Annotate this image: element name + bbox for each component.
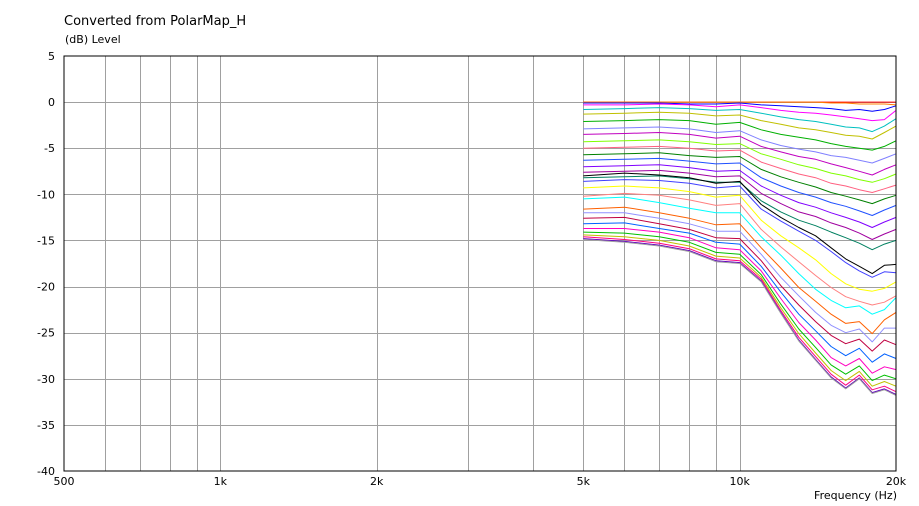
series-line-26 xyxy=(583,231,897,382)
series-line-22 xyxy=(583,212,896,343)
y-tick-label: -5 xyxy=(44,142,55,155)
y-tick-label: -20 xyxy=(37,281,55,294)
series-line-24 xyxy=(583,222,897,363)
series-line-28 xyxy=(583,236,897,393)
series-line-27 xyxy=(583,234,897,387)
series-layer xyxy=(583,101,897,396)
series-line-11 xyxy=(583,152,897,205)
series-line-3 xyxy=(583,103,897,122)
y-tick-label: -25 xyxy=(37,327,55,340)
series-line-21 xyxy=(583,206,897,335)
y-tick-labels: 5 0 -5 -10 -15 -20 -25 -30 -35 -40 xyxy=(37,50,55,478)
y-tick-label: 0 xyxy=(48,96,55,109)
y-axis-label: (dB) Level xyxy=(65,33,121,46)
series-line-29 xyxy=(583,238,897,395)
x-tick-label: 2k xyxy=(370,475,384,488)
chart-title: Converted from PolarMap_H xyxy=(64,14,246,29)
x-tick-label: 20k xyxy=(886,475,907,488)
x-tick-label: 500 xyxy=(54,475,75,488)
y-tick-label: 5 xyxy=(48,50,55,63)
plot-frame xyxy=(63,55,897,472)
series-line-5 xyxy=(583,111,897,140)
series-line-7 xyxy=(583,126,897,164)
y-tick-label: -15 xyxy=(37,234,55,247)
grid xyxy=(64,56,896,471)
x-tick-label: 1k xyxy=(214,475,228,488)
series-line-4 xyxy=(583,107,897,133)
series-line-20 xyxy=(583,196,897,315)
y-tick-label: -30 xyxy=(37,373,55,386)
series-line-30 xyxy=(583,239,897,396)
series-line-6 xyxy=(583,119,897,151)
x-tick-label: 10k xyxy=(729,475,750,488)
y-tick-label: -40 xyxy=(37,465,55,478)
series-line-10 xyxy=(583,145,897,193)
y-tick-label: -10 xyxy=(37,188,55,201)
series-line-9 xyxy=(583,139,897,183)
x-axis-label: Frequency (Hz) xyxy=(814,489,897,502)
y-tick-label: -35 xyxy=(37,419,55,432)
series-line-2 xyxy=(583,102,897,112)
x-tick-label: 5k xyxy=(577,475,591,488)
series-line-8 xyxy=(583,132,897,176)
series-line-16 xyxy=(583,172,897,275)
series-line-18 xyxy=(583,185,897,292)
series-line-13 xyxy=(583,164,897,228)
x-tick-labels: 500 1k 2k 5k 10k 20k xyxy=(54,475,907,488)
series-line-14 xyxy=(583,169,897,240)
series-line-17 xyxy=(583,179,897,278)
series-line-15 xyxy=(583,175,897,251)
series-line-12 xyxy=(583,157,897,216)
series-line-19 xyxy=(583,192,897,306)
series-line-25 xyxy=(583,228,897,374)
series-line-1 xyxy=(583,101,897,106)
series-line-23 xyxy=(583,216,897,352)
